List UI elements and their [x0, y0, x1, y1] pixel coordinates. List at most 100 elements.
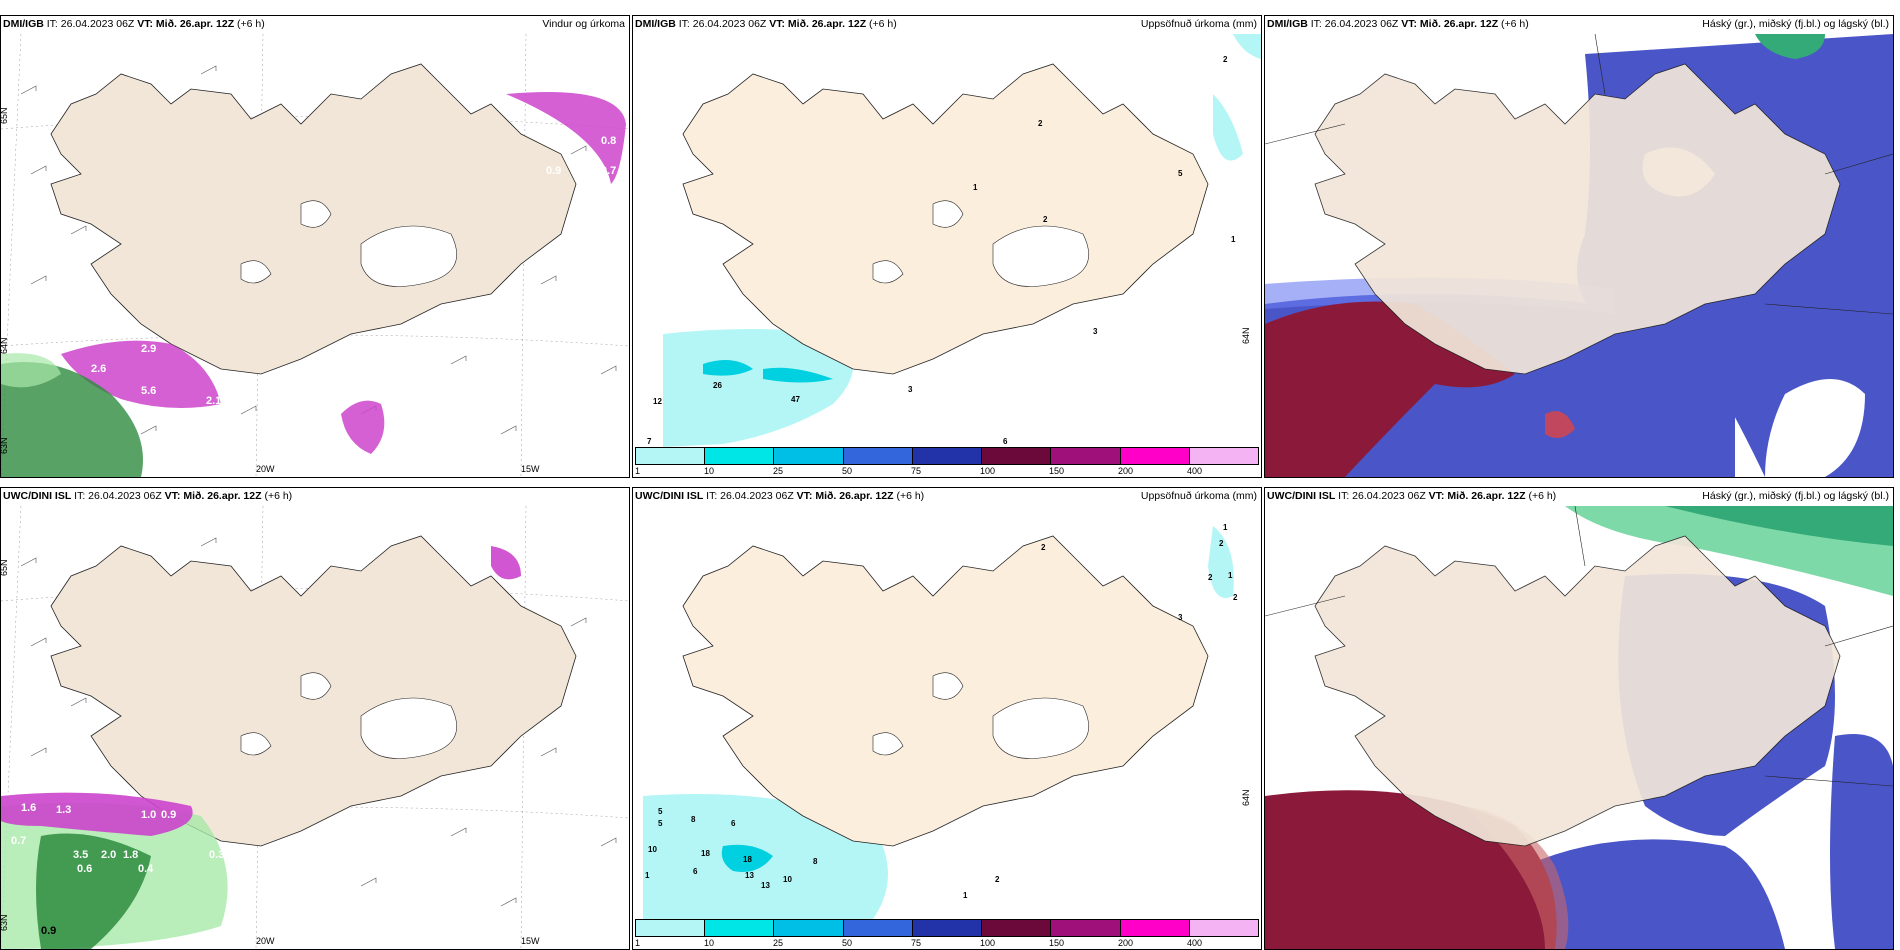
map-clouds[interactable] — [1265, 506, 1893, 949]
accum-label: 2 — [995, 875, 1000, 884]
accum-label: 3 — [1093, 327, 1098, 336]
model-name: DMI/IGB — [3, 18, 44, 30]
precip-magenta-area — [1, 792, 193, 836]
precip-label: 0.9 — [161, 809, 176, 821]
valid-time: VT: Mið. 26.apr. 12Z — [769, 18, 867, 30]
accum-label: 3 — [1178, 613, 1183, 622]
precip-label: 0.8 — [601, 135, 616, 147]
accum-label: 47 — [791, 395, 800, 404]
accum-label: 12 — [653, 397, 662, 406]
lead-time: (+6 h) — [866, 18, 897, 30]
colorbar-tick: 400 — [1187, 938, 1203, 948]
axis-label: 15W — [521, 936, 540, 946]
init-time: IT: 26.04.2023 06Z — [675, 18, 770, 30]
accum-label: 8 — [691, 815, 696, 824]
colorbar-tick: 25 — [773, 938, 784, 948]
iceland-land — [1314, 535, 1841, 847]
lead-time: (+6 h) — [893, 490, 925, 502]
map-clouds[interactable] — [1265, 34, 1893, 477]
panel-title: Háský (gr.), miðský (fj.bl.) og lágský (… — [1702, 490, 1889, 502]
panel-wind-precip-uwc: UWC/DINI ISL IT: 26.04.2023 06Z VT: Mið.… — [0, 487, 630, 950]
panel-header: DMI/IGB IT: 26.04.2023 06Z VT: Mið. 26.a… — [1, 15, 629, 33]
init-time: IT: 26.04.2023 06Z — [703, 490, 797, 502]
cloud-green-area — [1755, 34, 1825, 59]
colorbar-tick: 1 — [635, 466, 641, 476]
lead-time: (+6 h) — [1498, 18, 1529, 30]
model-name: UWC/DINI ISL — [635, 490, 704, 502]
accum-label: 18 — [701, 849, 710, 858]
accum-label: 5 — [1178, 169, 1183, 178]
accum-cyan-area — [663, 329, 853, 447]
accum-label: 5 — [658, 819, 663, 828]
accum-label: 3 — [908, 385, 913, 394]
colorbar-tick: 25 — [773, 466, 784, 476]
iceland-land — [1314, 63, 1841, 375]
valid-time: VT: Mið. 26.apr. 12Z — [1401, 18, 1499, 30]
precip-label: 5.6 — [141, 385, 156, 397]
map-accum-precip[interactable]: 2 2 5 1 2 1 3 3 26 47 12 7 6 64N — [633, 34, 1261, 447]
panel-clouds-dmi: DMI/IGB IT: 26.04.2023 06Z VT: Mið. 26.a… — [1264, 15, 1894, 478]
map-accum-precip[interactable]: 1 2 2 2 1 2 3 5 5 8 6 10 18 18 6 13 10 8… — [633, 506, 1261, 919]
panel-title: Uppsöfnuð úrkoma (mm) — [1140, 490, 1257, 502]
map-wind-precip[interactable]: 2.9 2.6 5.6 2.1 0.8 0.7 0.9 20W 15W 65N … — [1, 34, 629, 477]
lead-time: (+6 h) — [261, 490, 293, 502]
axis-label: 64N — [1241, 789, 1251, 806]
axis-label: 63N — [1, 437, 9, 454]
map-wind-precip[interactable]: 1.6 1.3 1.0 0.9 0.7 3.5 2.0 1.8 0.6 0.4 … — [1, 506, 629, 949]
accum-label: 2 — [1219, 539, 1224, 548]
model-name: DMI/IGB — [1267, 18, 1308, 30]
accum-label: 26 — [713, 381, 722, 390]
precip-label: 0.6 — [77, 863, 92, 875]
panel-header: UWC/DINI ISL IT: 26.04.2023 06Z VT: Mið.… — [1265, 487, 1893, 505]
panel-title: Uppsöfnuð úrkoma (mm) — [1140, 18, 1257, 30]
precip-label: 1.8 — [123, 849, 138, 861]
accum-label: 2 — [1208, 573, 1213, 582]
panel-title: Vindur og úrkoma — [542, 18, 625, 30]
valid-time: VT: Mið. 26.apr. 12Z — [137, 18, 235, 30]
precip-label: 0.4 — [138, 863, 154, 875]
accum-label: 6 — [1003, 437, 1008, 446]
colorbar-tick: 10 — [704, 466, 715, 476]
accum-label: 2 — [1043, 215, 1048, 224]
lead-time: (+6 h) — [1525, 490, 1557, 502]
panel-wind-precip-dmi: DMI/IGB IT: 26.04.2023 06Z VT: Mið. 26.a… — [0, 15, 630, 478]
colorbar-tick: 75 — [911, 938, 922, 948]
colorbar-tick: 150 — [1049, 466, 1065, 476]
precip-magenta-area — [61, 340, 221, 408]
panel-header: UWC/DINI ISL IT: 26.04.2023 06Z VT: Mið.… — [633, 487, 1261, 505]
axis-label: 20W — [256, 936, 275, 946]
axis-label: 64N — [1241, 327, 1251, 344]
map-svg — [1265, 34, 1893, 477]
colorbar: 1 10 25 50 75 100 150 200 400 — [633, 919, 1261, 949]
precip-label: 2.6 — [91, 363, 106, 375]
accum-label: 1 — [973, 183, 978, 192]
colorbar-tick: 200 — [1118, 466, 1134, 476]
panel-header: DMI/IGB IT: 26.04.2023 06Z VT: Mið. 26.a… — [633, 15, 1261, 33]
panel-header: DMI/IGB IT: 26.04.2023 06Z VT: Mið. 26.a… — [1265, 15, 1893, 33]
panel-accum-precip-uwc: UWC/DINI ISL IT: 26.04.2023 06Z VT: Mið.… — [632, 487, 1262, 950]
map-svg: 2.9 2.6 5.6 2.1 0.8 0.7 0.9 20W 15W 65N … — [1, 34, 629, 477]
accum-label: 2 — [1223, 55, 1228, 64]
accum-label: 10 — [783, 875, 792, 884]
colorbar-ticks: 1 10 25 50 75 100 150 200 400 — [635, 938, 1259, 949]
map-svg — [1265, 506, 1893, 949]
accum-label: 1 — [963, 891, 968, 900]
accum-label: 13 — [761, 881, 770, 890]
colorbar-swatches — [635, 447, 1259, 465]
accum-label: 2 — [1038, 119, 1043, 128]
lead-time: (+6 h) — [234, 18, 265, 30]
colorbar-tick: 100 — [980, 938, 996, 948]
init-time: IT: 26.04.2023 06Z — [1335, 490, 1429, 502]
colorbar-swatches — [635, 919, 1259, 937]
precip-label: 0.7 — [601, 165, 616, 177]
accum-label: 1 — [645, 871, 650, 880]
colorbar-tick: 150 — [1049, 938, 1065, 948]
colorbar-tick: 50 — [842, 938, 853, 948]
colorbar-tick: 400 — [1187, 466, 1203, 476]
colorbar-tick: 1 — [635, 938, 641, 948]
colorbar: 1 10 25 50 75 100 150 200 400 — [633, 447, 1261, 477]
axis-label: 63N — [1, 914, 9, 931]
colorbar-tick: 100 — [980, 466, 996, 476]
accum-label: 18 — [743, 855, 752, 864]
valid-time: VT: Mið. 26.apr. 12Z — [1428, 490, 1526, 502]
